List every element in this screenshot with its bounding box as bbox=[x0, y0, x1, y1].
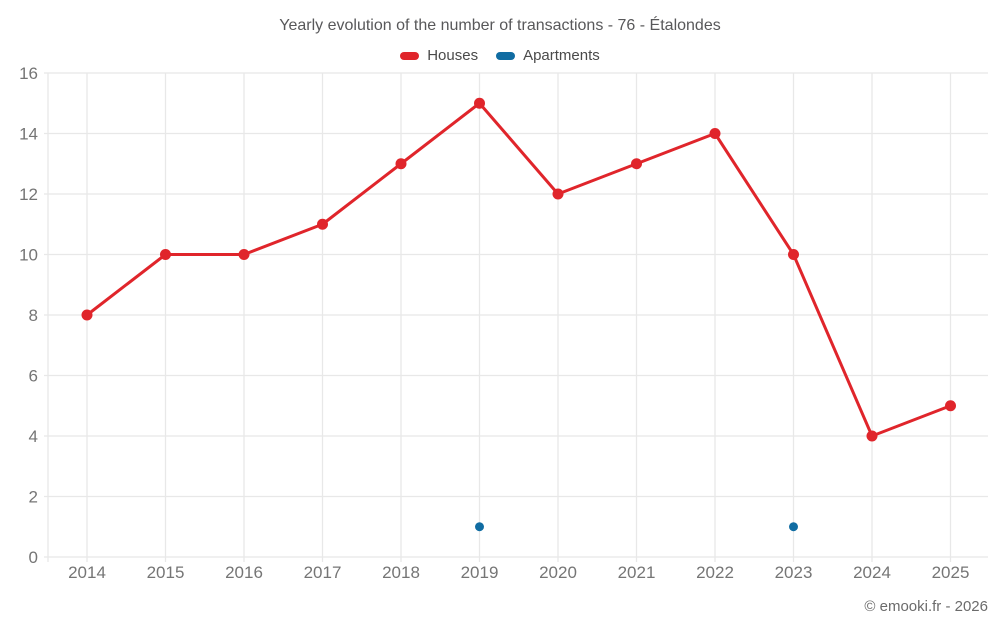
houses-point[interactable] bbox=[317, 218, 328, 230]
houses-legend-label: Houses bbox=[427, 47, 479, 64]
x-tick-label: 2015 bbox=[147, 563, 185, 582]
houses-point[interactable] bbox=[631, 158, 642, 170]
legend-item-houses[interactable]: Houses bbox=[400, 47, 478, 64]
x-tick-label: 2019 bbox=[461, 563, 499, 582]
x-tick-label: 2021 bbox=[618, 563, 656, 582]
houses-point[interactable] bbox=[238, 249, 250, 260]
x-tick-label: 2024 bbox=[853, 563, 891, 582]
x-tick-label: 2017 bbox=[304, 563, 342, 582]
x-tick-label: 2025 bbox=[932, 563, 970, 582]
y-tick-label: 16 bbox=[19, 64, 38, 83]
chart-title: Yearly evolution of the number of transa… bbox=[279, 17, 721, 34]
apartments-point[interactable] bbox=[789, 522, 798, 532]
y-tick-label: 6 bbox=[29, 367, 38, 386]
houses-point[interactable] bbox=[945, 400, 956, 412]
y-tick-label: 4 bbox=[29, 427, 38, 446]
y-tick-label: 2 bbox=[29, 488, 38, 507]
x-tick-label: 2020 bbox=[539, 563, 577, 582]
apartments-point[interactable] bbox=[475, 522, 484, 532]
y-tick-label: 8 bbox=[29, 306, 38, 325]
x-tick-label: 2023 bbox=[775, 563, 813, 582]
x-tick-label: 2014 bbox=[68, 563, 106, 582]
apartments-legend-label: Apartments bbox=[523, 47, 600, 64]
houses-point[interactable] bbox=[866, 430, 878, 442]
apartments-legend-swatch bbox=[496, 51, 516, 60]
x-tick-label: 2022 bbox=[696, 563, 734, 582]
houses-point[interactable] bbox=[474, 97, 485, 109]
y-tick-label: 0 bbox=[29, 548, 38, 567]
houses-point[interactable] bbox=[81, 309, 93, 321]
y-tick-label: 10 bbox=[19, 246, 38, 265]
legend-item-apartments[interactable]: Apartments bbox=[496, 47, 600, 64]
houses-point[interactable] bbox=[709, 128, 721, 139]
copyright-text: © emooki.fr - 2026 bbox=[864, 598, 988, 615]
y-tick-label: 14 bbox=[19, 125, 38, 144]
houses-point[interactable] bbox=[160, 249, 171, 260]
houses-point[interactable] bbox=[788, 249, 799, 260]
houses-point[interactable] bbox=[552, 188, 564, 200]
chart-legend: Houses Apartments bbox=[0, 47, 1000, 64]
x-tick-label: 2016 bbox=[225, 563, 263, 582]
houses-legend-swatch bbox=[400, 51, 420, 60]
houses-point[interactable] bbox=[395, 158, 407, 170]
y-tick-label: 12 bbox=[19, 185, 38, 204]
houses-line bbox=[85, 101, 952, 438]
x-tick-label: 2018 bbox=[382, 563, 420, 582]
